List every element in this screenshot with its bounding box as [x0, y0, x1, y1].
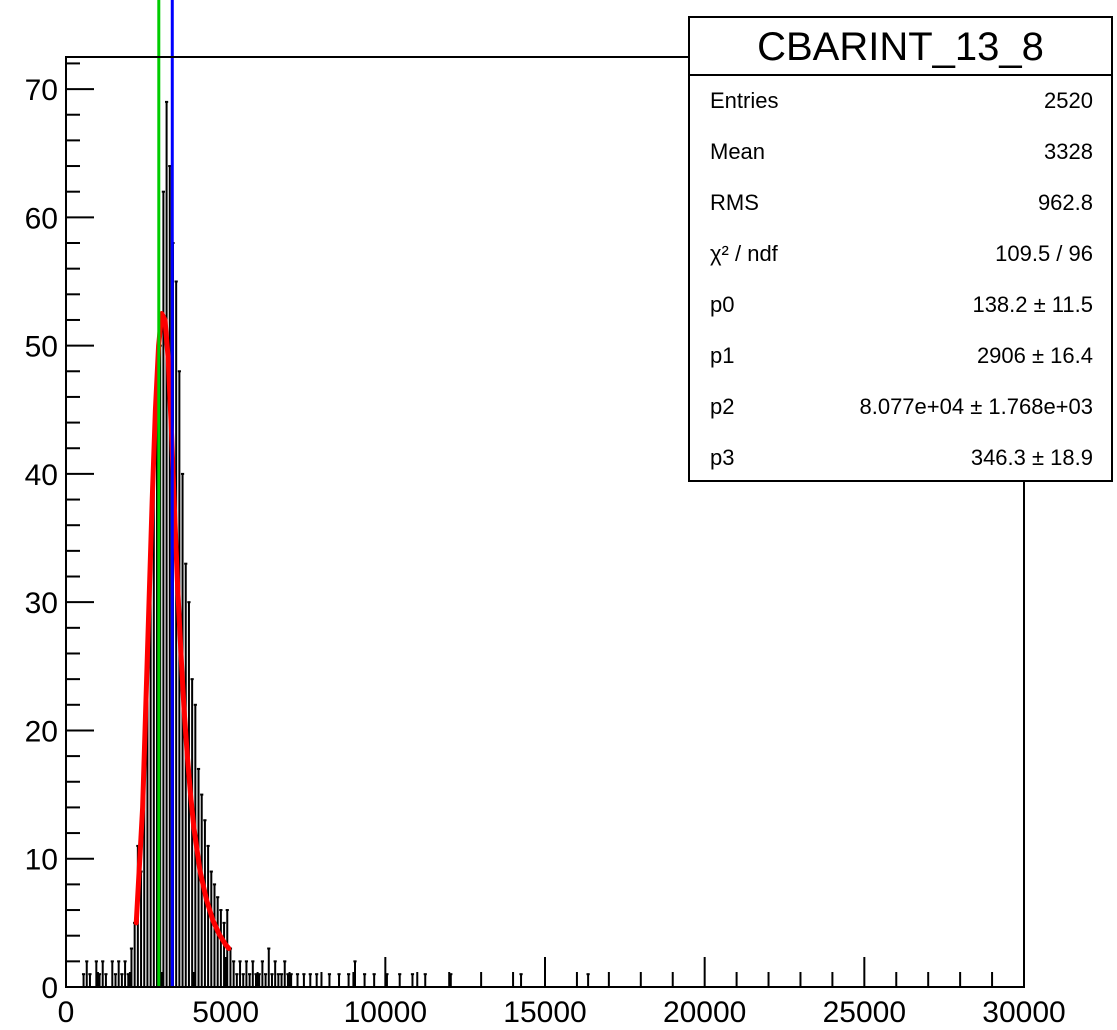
stats-row: p1 2906 ± 16.4: [690, 331, 1111, 382]
y-tick-label: 40: [25, 459, 58, 492]
stats-value: 3328: [1044, 139, 1093, 164]
stats-key: RMS: [710, 190, 759, 215]
y-tick-label: 10: [25, 844, 58, 877]
x-tick-label: 10000: [344, 996, 427, 1029]
stats-box: CBARINT_13_8 Entries 2520 Mean 3328 RMS 962.8…: [688, 16, 1113, 482]
stats-key: χ² / ndf: [710, 241, 778, 266]
stats-rows: Entries 2520 Mean 3328 RMS 962.8 χ² / ndf 109.5…: [690, 76, 1111, 484]
stats-value: 962.8: [1037, 190, 1093, 215]
stats-value: 2906 ± 16.4: [976, 343, 1093, 368]
y-tick-label: 50: [25, 331, 58, 364]
stats-value: 109.5 / 96: [995, 241, 1093, 266]
stats-value: 346.3 ± 18.9: [970, 445, 1093, 470]
axes: 0 5000 10000 15000 20000 25000 30000 0 10 20 30 40 5…: [25, 62, 1066, 1029]
stats-row: p2 8.077e+04 ± 1.768e+03: [690, 382, 1111, 433]
stats-key: p0: [710, 292, 735, 317]
stats-value: 138.2 ± 11.5: [972, 292, 1093, 317]
stats-key: Mean: [710, 139, 766, 164]
stats-row: Entries 2520: [690, 76, 1111, 127]
stats-title: CBARINT_13_8: [690, 18, 1111, 76]
x-tick-label: 20000: [663, 996, 746, 1029]
stats-key: p3: [710, 445, 735, 470]
fit-curve-layer: [133, 311, 232, 952]
y-tick-label: 60: [25, 202, 58, 235]
stats-row: χ² / ndf 109.5 / 96: [690, 229, 1111, 280]
x-tick-label: 25000: [823, 996, 906, 1029]
stats-key: Entries: [710, 88, 779, 113]
y-tick-label: 20: [25, 715, 58, 748]
x-tick-label: 0: [58, 996, 75, 1029]
y-tick-label: 30: [25, 587, 58, 620]
fit-curve: [133, 311, 232, 952]
stats-key: p2: [710, 394, 735, 419]
x-tick-label: 15000: [503, 996, 586, 1029]
stats-row: p0 138.2 ± 11.5: [690, 280, 1111, 331]
x-tick-label: 5000: [192, 996, 259, 1029]
stats-value: 8.077e+04 ± 1.768e+03: [859, 394, 1093, 419]
stats-row: Mean 3328: [690, 127, 1111, 178]
marker-lines: [157, 0, 174, 987]
stats-row: p3 346.3 ± 18.9: [690, 433, 1111, 484]
stats-key: p1: [710, 343, 735, 368]
y-tick-label: 70: [25, 74, 58, 107]
stats-value: 2520: [1044, 88, 1093, 113]
y-tick-label: 0: [41, 972, 58, 1005]
x-tick-label: 30000: [982, 996, 1065, 1029]
stats-row: RMS 962.8: [690, 178, 1111, 229]
